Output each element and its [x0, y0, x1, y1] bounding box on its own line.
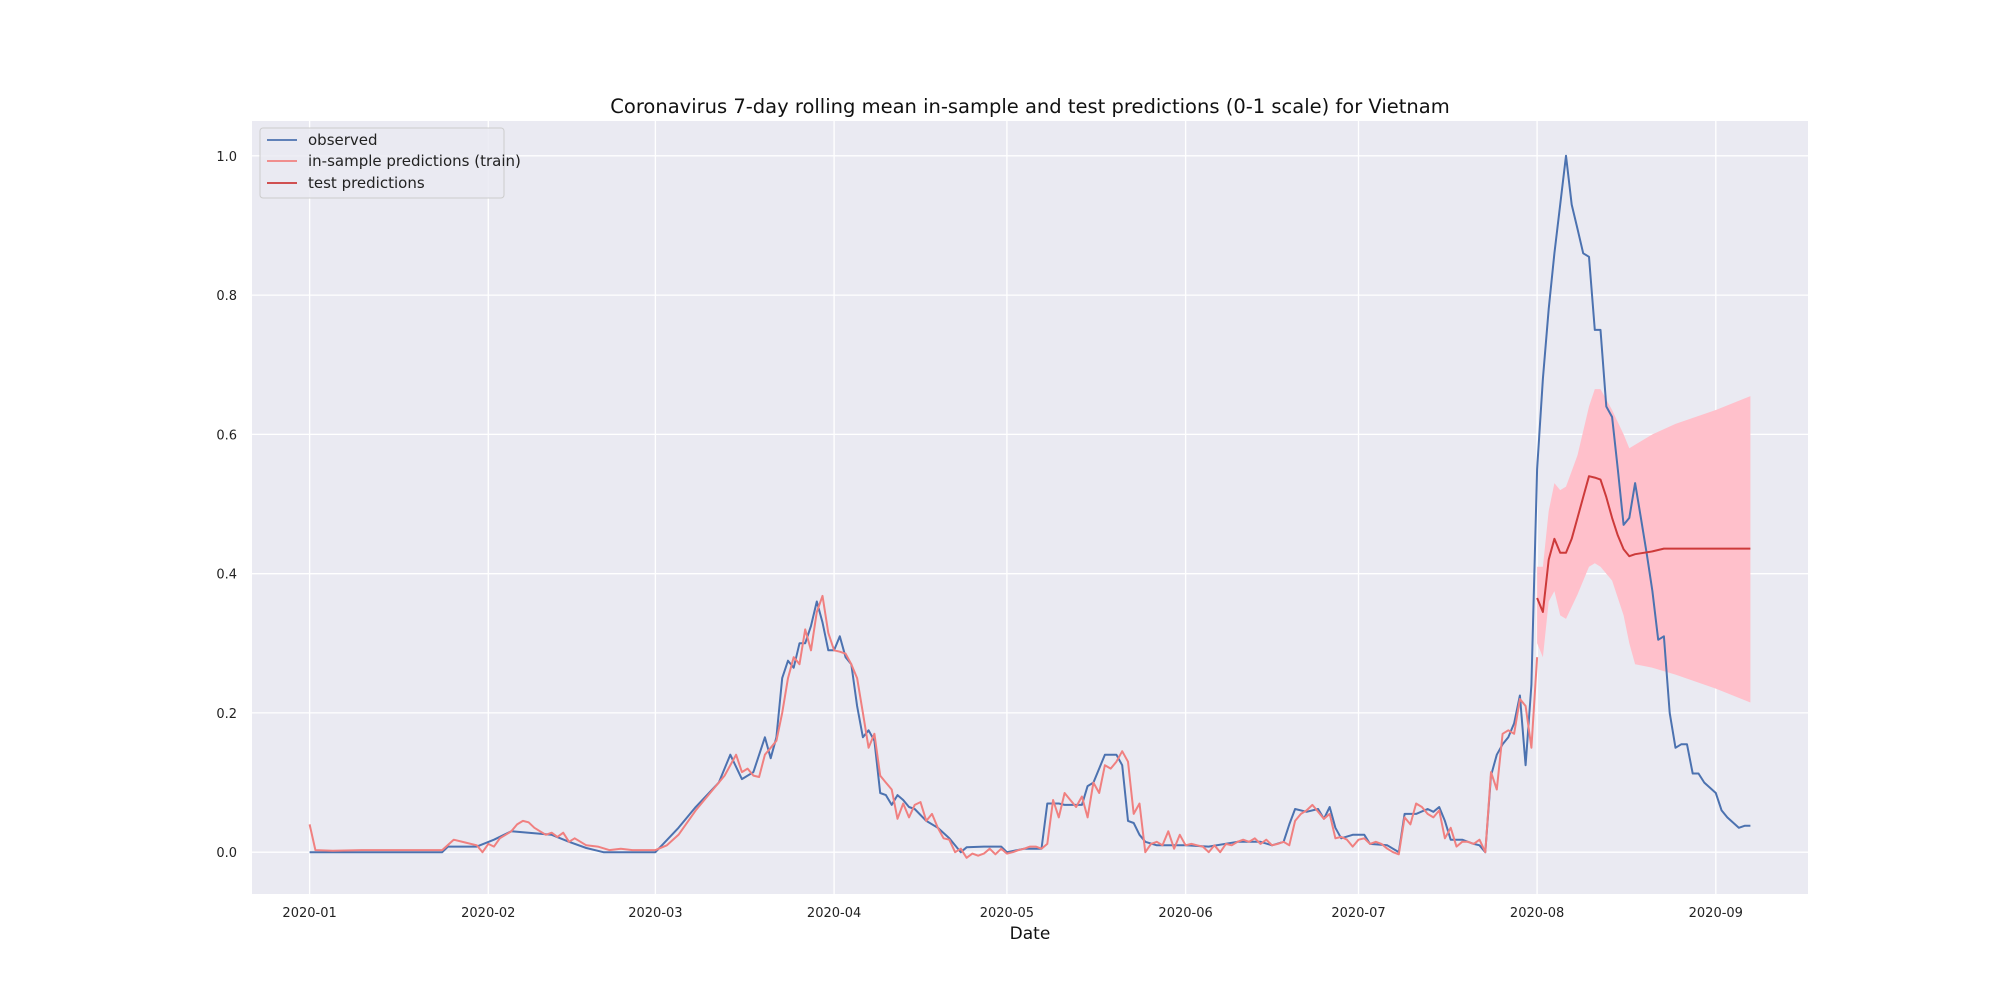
y-tick-label: 0.6 [216, 428, 237, 443]
y-tick-label: 0.0 [216, 846, 237, 861]
x-tick-label: 2020-07 [1331, 906, 1385, 921]
x-tick-labels: 2020-01 2020-02 2020-03 2020-04 2020-05 2020-… [282, 906, 1743, 921]
legend-label-observed: observed [308, 131, 378, 149]
y-tick-label: 0.8 [216, 289, 237, 304]
y-tick-label: 0.4 [216, 568, 237, 583]
plot-area [252, 121, 1808, 894]
chart-title: Coronavirus 7-day rolling mean in-sample… [610, 95, 1449, 118]
legend: observed in-sample predictions (train) t… [259, 127, 521, 199]
x-tick-label: 2020-01 [282, 906, 336, 921]
x-tick-label: 2020-04 [807, 906, 861, 921]
legend-label-in-sample: in-sample predictions (train) [308, 152, 521, 170]
y-tick-label: 0.2 [216, 707, 237, 722]
x-tick-label: 2020-08 [1510, 906, 1564, 921]
x-tick-label: 2020-05 [980, 906, 1034, 921]
legend-box [259, 127, 505, 199]
y-tick-labels: 0.0 0.2 0.4 0.6 0.8 1.0 [216, 150, 237, 861]
x-tick-label: 2020-09 [1689, 906, 1743, 921]
x-gridlines [308, 121, 1717, 894]
x-tick-label: 2020-03 [628, 906, 682, 921]
x-tick-label: 2020-02 [461, 906, 515, 921]
confidence-band-layer [1537, 389, 1751, 703]
legend-label-test: test predictions [308, 174, 425, 192]
confidence-band [1537, 389, 1751, 703]
y-tick-label: 1.0 [216, 150, 237, 165]
x-tick-label: 2020-06 [1158, 906, 1212, 921]
series-lines-layer [308, 154, 1751, 859]
x-axis-title: Date [1010, 924, 1051, 944]
in-sample-line [308, 594, 1539, 859]
test-predictions-line [1536, 475, 1751, 613]
